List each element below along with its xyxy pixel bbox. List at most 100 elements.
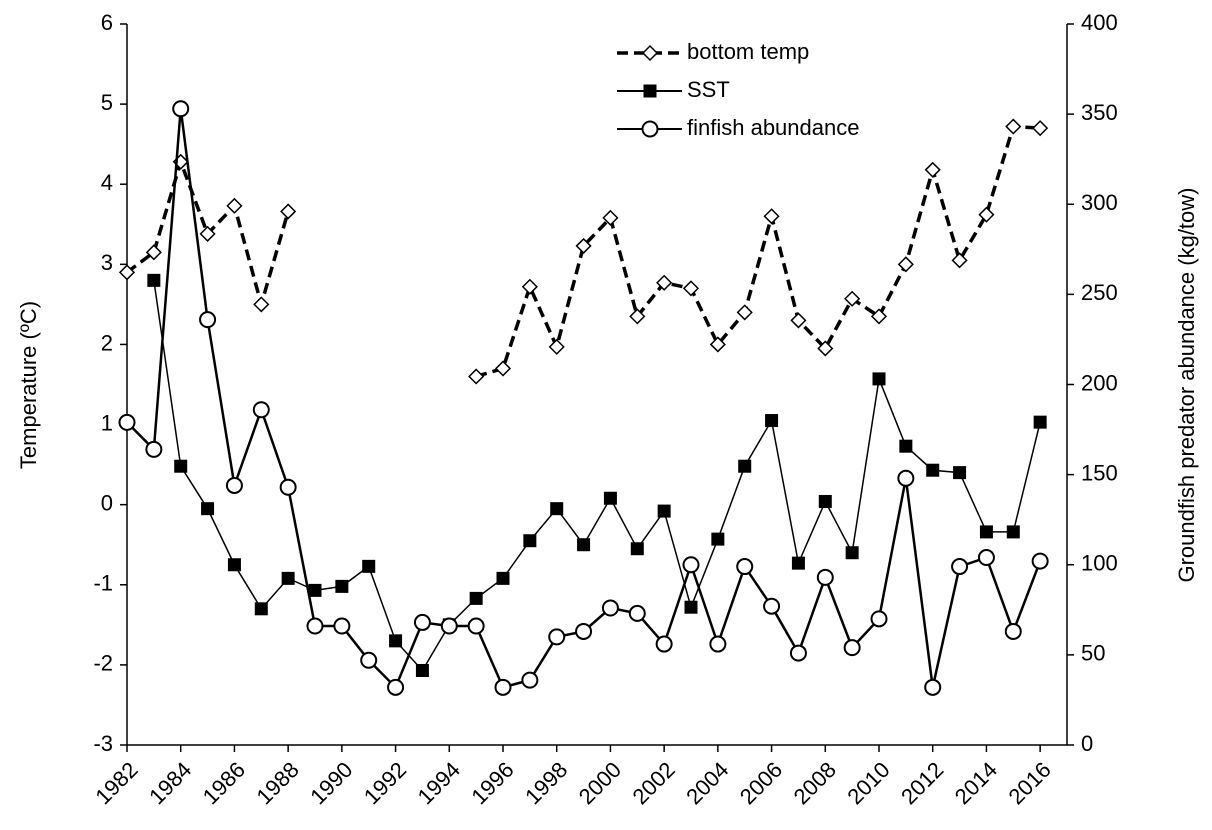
x-tick-label: 2012 <box>896 757 948 809</box>
data-point <box>389 634 403 648</box>
data-point <box>201 502 215 516</box>
data-point <box>818 494 832 508</box>
y-tick-label: -3 <box>93 731 113 756</box>
data-point <box>1032 120 1049 137</box>
y2-tick-label: 0 <box>1081 731 1093 756</box>
y-tick-label: -2 <box>93 651 113 676</box>
y-tick-label: 0 <box>101 490 113 515</box>
x-tick-label: 2002 <box>627 757 679 809</box>
data-point <box>603 491 617 505</box>
data-point <box>118 264 136 281</box>
data-point <box>763 597 781 615</box>
data-point <box>816 568 834 586</box>
data-point <box>387 678 405 696</box>
data-point <box>281 571 295 585</box>
x-tick-label: 1998 <box>520 757 572 809</box>
data-point <box>738 459 752 473</box>
data-point <box>897 469 915 487</box>
x-tick-label: 2000 <box>574 757 626 809</box>
y-tick-label: 5 <box>101 90 113 115</box>
y-tick-label: 2 <box>101 330 113 355</box>
data-point <box>601 599 619 617</box>
x-tick-label: 2010 <box>842 757 894 809</box>
x-tick-label: 2014 <box>950 757 1002 809</box>
legend-marker <box>641 120 659 138</box>
data-point <box>845 546 859 560</box>
series-line <box>126 108 1042 690</box>
data-point <box>145 440 163 458</box>
x-tick-label: 2016 <box>1003 757 1055 809</box>
data-point <box>924 678 942 696</box>
data-point <box>280 203 297 220</box>
data-point <box>575 622 593 640</box>
y2-tick-label: 400 <box>1081 10 1118 35</box>
data-point <box>924 161 941 178</box>
data-point <box>817 340 834 357</box>
legend-marker <box>641 44 659 62</box>
data-point <box>226 197 243 214</box>
data-point <box>711 532 725 546</box>
data-point <box>575 237 592 254</box>
data-point <box>496 571 510 585</box>
data-point <box>413 613 431 631</box>
data-point <box>279 478 297 496</box>
data-point <box>521 671 539 689</box>
data-point <box>172 100 190 118</box>
x-tick-label: 1982 <box>90 757 142 809</box>
data-point <box>870 308 888 325</box>
data-point <box>548 628 566 646</box>
data-point <box>951 252 968 269</box>
data-point <box>736 304 753 321</box>
data-point <box>521 278 538 295</box>
data-point <box>789 644 807 662</box>
legend-label: SST <box>687 77 730 102</box>
data-point <box>870 610 888 628</box>
data-point <box>978 206 995 223</box>
data-point <box>254 602 268 616</box>
data-point <box>227 558 241 572</box>
data-point <box>602 209 619 226</box>
y2-axis-label: Groundfish predator abundance (kg/tow) <box>1174 187 1199 582</box>
x-tick-label: 1996 <box>466 757 518 809</box>
y2-tick-label: 100 <box>1081 551 1118 576</box>
data-point <box>1031 552 1049 570</box>
data-point <box>523 534 537 548</box>
series-line <box>153 280 1041 672</box>
y2-tick-label: 250 <box>1081 280 1118 305</box>
data-point <box>656 274 673 291</box>
data-point <box>308 583 322 597</box>
y2-tick-label: 350 <box>1081 100 1118 125</box>
data-point <box>467 617 485 635</box>
y-tick-label: 6 <box>101 10 113 35</box>
data-point <box>199 225 216 242</box>
x-tick-label: 1986 <box>198 757 250 809</box>
data-point <box>897 256 914 273</box>
y2-tick-label: 50 <box>1081 641 1105 666</box>
data-point <box>763 208 780 225</box>
data-point <box>843 639 861 657</box>
y-tick-label: 4 <box>101 170 113 195</box>
data-point <box>252 401 270 419</box>
data-point <box>469 591 483 605</box>
y2-tick-label: 150 <box>1081 460 1118 485</box>
data-point <box>682 556 700 574</box>
data-point <box>629 308 646 325</box>
x-tick-label: 1988 <box>251 757 303 809</box>
y-tick-label: 3 <box>101 250 113 275</box>
data-point <box>736 558 754 576</box>
data-point <box>926 463 940 477</box>
data-point <box>684 600 698 614</box>
data-point <box>468 368 485 385</box>
data-point <box>628 604 646 622</box>
data-point <box>872 372 886 386</box>
legend-label: bottom temp <box>687 39 809 64</box>
data-point <box>550 502 564 516</box>
x-tick-label: 2004 <box>681 757 733 809</box>
data-point <box>682 280 700 297</box>
data-point <box>1006 525 1020 539</box>
data-point <box>953 466 967 480</box>
legend-label: finfish abundance <box>687 115 859 140</box>
data-point <box>979 525 993 539</box>
data-point <box>657 504 671 518</box>
